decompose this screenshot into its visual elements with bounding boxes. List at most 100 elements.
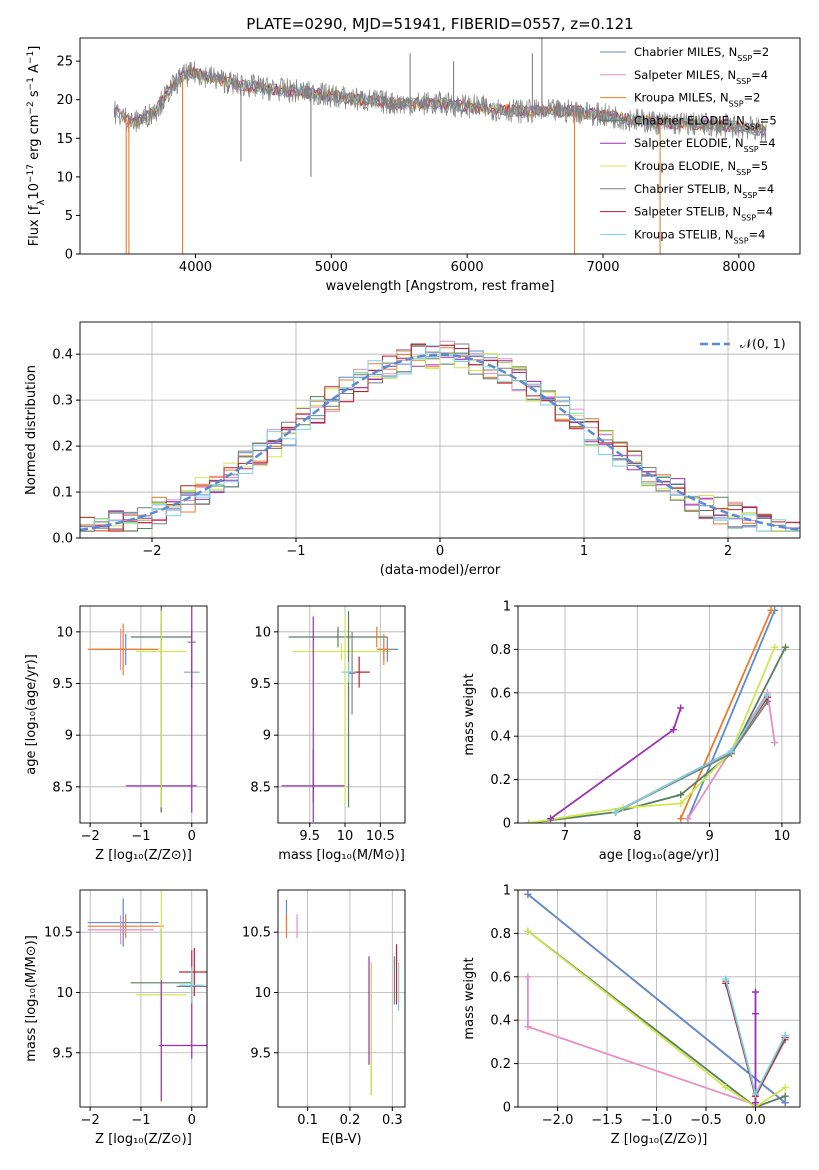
x-axis-label: Z [log₁₀(Z/Z⊙)]	[95, 848, 192, 863]
x-tick-label: 9.5	[299, 829, 320, 844]
legend-label: Chabrier ELODIE, NSSP=5	[634, 113, 777, 130]
data-point	[763, 691, 771, 699]
x-tick-label: 0	[188, 829, 196, 844]
x-tick-label: 10	[774, 829, 791, 844]
x-tick-label: 0.2	[340, 1113, 361, 1128]
legend-subscript: SSP	[734, 236, 749, 245]
x-axis-label: (data-model)/error	[380, 563, 501, 578]
error-bar	[288, 626, 388, 648]
x-tick-label: 0.3	[382, 1113, 403, 1128]
data-point	[767, 606, 775, 614]
y-tick-label: 9.5	[52, 1046, 73, 1061]
y-axis-label: mass weight	[462, 957, 477, 1039]
normal-curve	[80, 353, 800, 532]
y-tick-label: 10	[254, 986, 271, 1001]
legend-label-text: Chabrier MILES, N	[634, 45, 737, 59]
x-axis-label: mass [log₁₀(M/M⊙)]	[278, 848, 405, 863]
series-line	[687, 609, 776, 820]
x-tick-label: 0	[188, 1113, 196, 1128]
figure-title: PLATE=0290, MJD=51941, FIBERID=0557, z=0…	[246, 15, 633, 33]
y-tick-label: 15	[56, 132, 73, 147]
y-axis-label-part: ]	[27, 46, 42, 51]
legend-label-text: Chabrier STELIB, N	[634, 182, 742, 196]
y-tick-label: 10	[254, 625, 271, 640]
x-axis-label: Z [log₁₀(Z/Z⊙)]	[95, 1132, 192, 1147]
legend-label: Salpeter MILES, NSSP=4	[634, 68, 768, 86]
x-tick-label: 2	[724, 544, 732, 559]
y-axis-label-part: A	[27, 64, 42, 77]
data-point	[524, 890, 532, 898]
axes-frame	[79, 889, 208, 1108]
y-axis-label-part: erg cm	[27, 115, 42, 164]
y-axis-label-part: Flux [f	[27, 205, 42, 246]
x-tick-label: −0.5	[690, 1113, 722, 1128]
y-tick-label: 0.2	[490, 1057, 511, 1072]
y-axis-label-part: −1	[26, 51, 36, 64]
legend-subscript: SSP	[741, 213, 756, 222]
data-point	[751, 1099, 759, 1107]
legend-label-text: Salpeter ELODIE, N	[634, 136, 744, 150]
legend-nssp: =4	[751, 68, 768, 82]
panel-age_vs_mass: 9.5 10 10.5 8.5 9 9.5 10 mass [log₁₀(M/M⊙)]	[250, 605, 406, 863]
legend-nssp: =4	[756, 205, 773, 219]
y-axis-label-part: λ	[36, 199, 47, 205]
plot-area	[525, 606, 790, 823]
data-line	[113, 61, 767, 142]
error-bar	[87, 915, 154, 945]
axes-frame	[517, 889, 801, 1108]
y-tick-label: 10.5	[44, 926, 73, 941]
y-tick-label: 9.5	[52, 677, 73, 692]
legend-nssp: =5	[751, 159, 768, 173]
legend-label: Salpeter STELIB, NSSP=4	[634, 205, 773, 223]
histogram-step	[80, 345, 800, 532]
x-tick-label: −2.0	[542, 1113, 574, 1128]
y-axis-label-part: 10	[27, 183, 42, 200]
y-tick-label: 9.5	[250, 677, 271, 692]
legend-label-text: Kroupa MILES, N	[634, 91, 729, 105]
plot-area	[87, 606, 200, 813]
legend-label: Kroupa STELIB, NSSP=4	[634, 227, 765, 245]
y-axis-label: Flux [fλ10−17 erg cm−2 s−1 A−1]	[26, 46, 47, 247]
error-bar	[179, 967, 205, 1004]
plot-area	[87, 890, 207, 1104]
panel-weight_vs_z: −2.0 −1.5 −1.0 −0.5 0.0 0 0.2 0.4 0.6 0.8 1 Z [log₁…	[462, 884, 801, 1147]
y-tick-label: 0.8	[490, 643, 511, 658]
y-tick-label: 0	[65, 248, 73, 263]
y-tick-label: 9	[65, 729, 73, 744]
x-tick-label: 9	[705, 829, 713, 844]
error-bar	[341, 661, 356, 683]
legend-nssp: =2	[744, 91, 761, 105]
legend-nssp: =4	[749, 227, 766, 241]
data-point	[771, 739, 779, 747]
legend-label: Chabrier STELIB, NSSP=4	[634, 182, 774, 200]
legend-label: Salpeter ELODIE, NSSP=4	[634, 136, 776, 154]
panel-spectrum: 4000 5000 6000 7000 8000 0 5 10 15 20 25 wavelength…	[26, 37, 801, 294]
panel-age_vs_z: −2 −1 0 8.5 9 9.5 10 Z [log₁₀(Z/Z⊙)] age [log₁₀(…	[24, 605, 208, 863]
data-point	[751, 1010, 759, 1018]
data-point	[677, 791, 685, 799]
legend-subscript: SSP	[736, 76, 751, 85]
x-tick-label: −1	[286, 544, 305, 559]
error-bar	[87, 914, 164, 939]
x-axis-label: wavelength [Angstrom, rest frame]	[326, 279, 555, 294]
error-bar	[348, 631, 356, 715]
error-bar	[292, 643, 391, 660]
data-point	[677, 799, 685, 807]
y-tick-label: 0	[503, 817, 511, 832]
legend-label-text: Kroupa ELODIE, N	[634, 159, 736, 173]
y-tick-label: 10	[56, 170, 73, 185]
legend-nssp: =4	[759, 136, 776, 150]
y-tick-label: 0.3	[52, 394, 73, 409]
plot-area	[281, 611, 398, 822]
plot-area	[80, 340, 800, 532]
y-tick-label: 5	[65, 209, 73, 224]
error-bar	[87, 898, 159, 947]
y-tick-label: 25	[56, 55, 73, 70]
data-point	[771, 643, 779, 651]
legend-subscript: SSP	[745, 122, 760, 131]
legend-subscript: SSP	[729, 99, 744, 108]
data-point	[722, 1083, 730, 1091]
x-tick-label: −1.0	[641, 1113, 673, 1128]
y-tick-label: 1	[503, 884, 511, 899]
error-bar	[179, 947, 207, 997]
